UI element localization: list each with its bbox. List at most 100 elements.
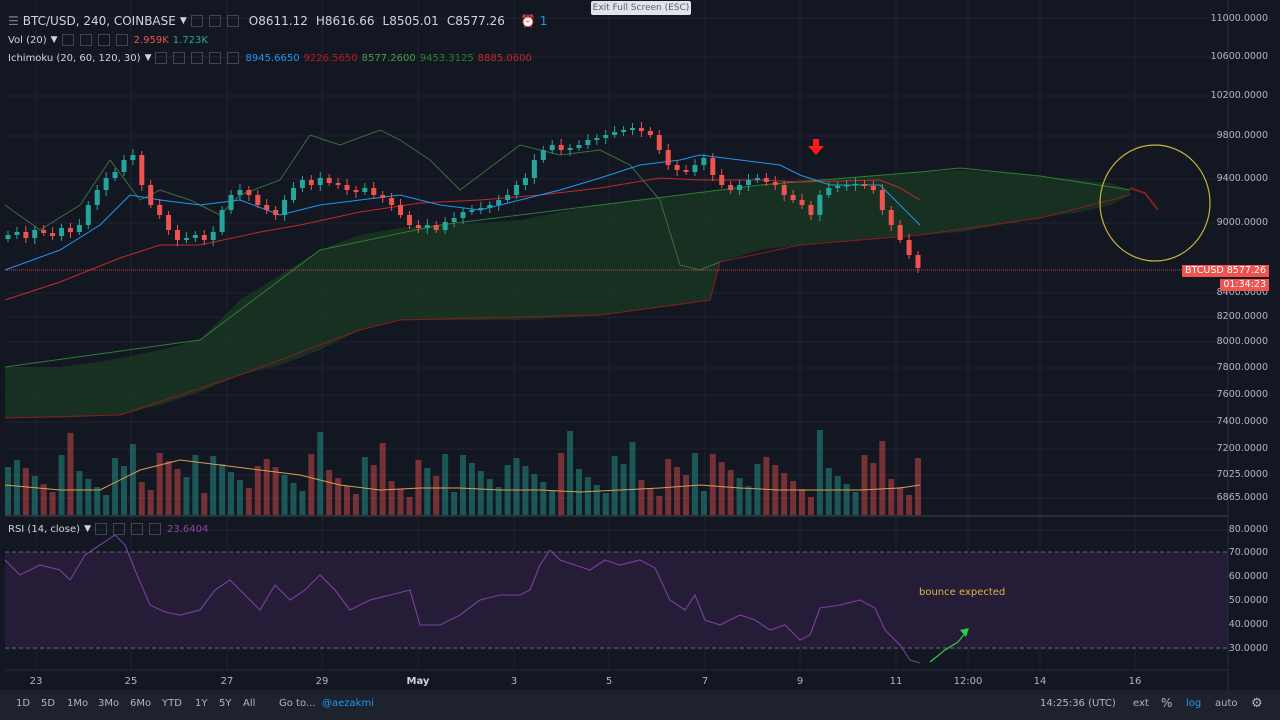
- settings-icon[interactable]: [173, 52, 186, 64]
- more-icon[interactable]: [149, 523, 161, 535]
- ext-toggle[interactable]: ext: [1133, 698, 1149, 709]
- candle-body: [719, 175, 725, 185]
- high-label: H: [315, 14, 325, 28]
- volume-bar: [736, 478, 743, 515]
- symbol-label[interactable]: BTC/USD, 240, COINBASE: [22, 14, 176, 28]
- ichimoku-label[interactable]: Ichimoku (20, 60, 120, 30): [8, 52, 141, 64]
- goto-button[interactable]: Go to...: [279, 698, 316, 709]
- candle-body: [389, 198, 395, 205]
- range-3mo[interactable]: 3Mo: [98, 698, 120, 709]
- price-tick: 7025.0000: [1216, 469, 1268, 480]
- username-link[interactable]: @aezakmi: [322, 698, 374, 709]
- gear-icon[interactable]: ⚙: [1251, 696, 1263, 711]
- exit-fullscreen-button[interactable]: Exit Full Screen (ESC): [591, 1, 691, 15]
- chevron-down-icon[interactable]: ▼: [179, 16, 187, 26]
- time-tick: 9: [796, 676, 804, 687]
- range-5d[interactable]: 5D: [41, 698, 56, 709]
- volume-bar: [192, 455, 199, 515]
- auto-toggle[interactable]: auto: [1215, 698, 1238, 709]
- candle-body: [157, 205, 163, 215]
- rsi-tick: 70.0000: [1228, 547, 1268, 558]
- more-icon[interactable]: [115, 34, 128, 46]
- volume-bar: [763, 457, 770, 515]
- rsi-value: 23.6404: [167, 523, 209, 535]
- eye-icon[interactable]: [155, 52, 168, 64]
- volume-bar: [888, 479, 895, 515]
- volume-bar: [442, 454, 449, 515]
- candle-body: [59, 228, 65, 236]
- candle-body: [496, 200, 502, 205]
- volume-bar: [799, 489, 806, 515]
- percent-toggle[interactable]: %: [1161, 696, 1173, 710]
- volume-bar: [683, 475, 690, 515]
- volume-bar: [451, 492, 458, 515]
- rsi-tick: 60.0000: [1228, 571, 1268, 582]
- eye-icon[interactable]: [61, 34, 74, 46]
- candle-body: [630, 128, 636, 130]
- candle-body: [531, 160, 537, 178]
- bar-countdown-tag: 01:34:23: [1220, 279, 1269, 291]
- candle-body: [514, 185, 520, 195]
- log-toggle[interactable]: log: [1186, 698, 1202, 709]
- candle-body: [192, 235, 198, 238]
- lock-icon[interactable]: [227, 52, 240, 64]
- settings-icon[interactable]: [79, 34, 92, 46]
- ichimoku-senkou-b: [4, 194, 1131, 419]
- range-5y[interactable]: 5Y: [219, 698, 232, 709]
- range-6mo[interactable]: 6Mo: [130, 698, 152, 709]
- candle-body: [879, 190, 885, 210]
- candle-body: [5, 235, 11, 239]
- rsi-label[interactable]: RSI (14, close): [8, 523, 81, 535]
- settings-icon[interactable]: [113, 523, 125, 535]
- hamburger-icon[interactable]: ☰: [8, 14, 19, 28]
- volume-bar: [460, 455, 466, 515]
- range-all[interactable]: All: [243, 698, 256, 709]
- volume-bar: [326, 470, 333, 515]
- projection-path: [1129, 187, 1159, 211]
- volume-bar: [147, 490, 154, 515]
- eye-icon[interactable]: [95, 523, 107, 535]
- settings-icon[interactable]: [190, 15, 203, 27]
- range-1y[interactable]: 1Y: [195, 698, 208, 709]
- volume-bar: [433, 476, 440, 515]
- volume-bar: [718, 462, 725, 515]
- candle-body: [14, 232, 20, 235]
- range-ytd[interactable]: YTD: [162, 698, 182, 709]
- volume-bar: [915, 458, 921, 515]
- visibility-icon[interactable]: [208, 15, 221, 27]
- range-1d[interactable]: 1D: [16, 698, 31, 709]
- volume-bar: [308, 454, 315, 515]
- volume-bar: [112, 458, 119, 515]
- volume-bar: [424, 468, 431, 515]
- close-icon[interactable]: [131, 523, 143, 535]
- volume-label[interactable]: Vol (20): [8, 34, 47, 46]
- candle-body: [522, 178, 528, 185]
- candle-body: [603, 135, 609, 138]
- chevron-down-icon[interactable]: ▼: [50, 35, 58, 45]
- more-icon[interactable]: [209, 52, 222, 64]
- close-icon[interactable]: [97, 34, 110, 46]
- candle-body: [906, 240, 912, 255]
- volume-bar: [897, 487, 904, 515]
- candle-body: [299, 180, 305, 188]
- alarm-icon[interactable]: ⏰: [520, 14, 536, 28]
- volume-bar: [567, 431, 574, 515]
- price-tick: 7600.0000: [1216, 389, 1268, 400]
- close-icon[interactable]: [226, 15, 239, 27]
- chevron-down-icon[interactable]: ▼: [84, 524, 91, 534]
- volume-bar: [879, 441, 886, 515]
- candle-body: [166, 215, 172, 230]
- candle-body: [683, 170, 689, 172]
- range-1mo[interactable]: 1Mo: [67, 698, 89, 709]
- price-tick: 7800.0000: [1216, 362, 1268, 373]
- time-tick: 12:00: [953, 676, 983, 687]
- low-value: 8505.01: [389, 14, 439, 28]
- candle-body: [487, 205, 493, 208]
- candle-body: [246, 190, 252, 195]
- candle-body: [558, 145, 564, 150]
- close-icon[interactable]: [191, 52, 204, 64]
- chevron-down-icon[interactable]: ▼: [144, 53, 152, 63]
- price-tick: 8200.0000: [1216, 311, 1268, 322]
- candle-body: [415, 225, 421, 228]
